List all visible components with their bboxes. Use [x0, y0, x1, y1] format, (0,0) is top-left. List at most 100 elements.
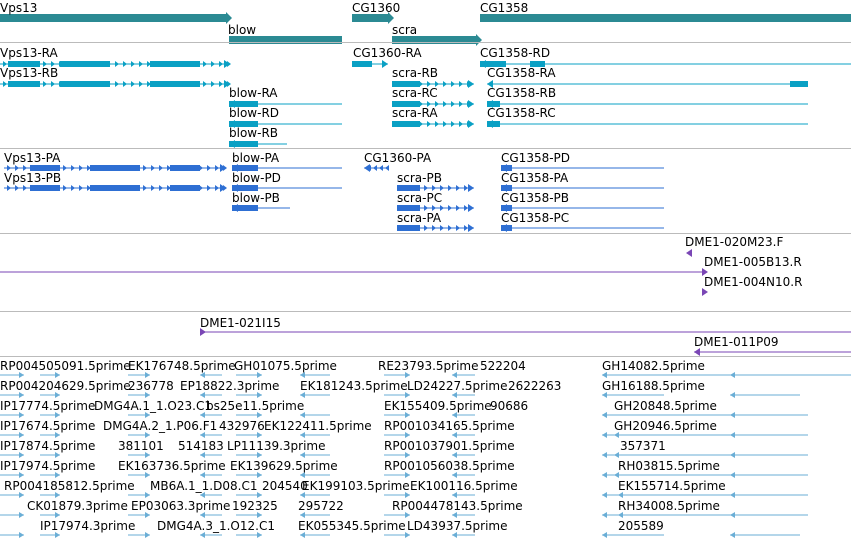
- protein-chevron[interactable]: [175, 165, 179, 171]
- est-arrow[interactable]: [55, 532, 60, 538]
- protein-chevron[interactable]: [143, 165, 147, 171]
- est-arrow[interactable]: [405, 452, 410, 458]
- est-arrow[interactable]: [200, 492, 205, 498]
- transcript-exon[interactable]: [480, 61, 506, 67]
- protein-chevron[interactable]: [416, 225, 420, 231]
- protein-label[interactable]: scra-PA: [397, 211, 442, 225]
- transcript-chevron[interactable]: [35, 61, 39, 67]
- est-label[interactable]: GH14082.5prime: [602, 359, 705, 373]
- transcript-chevron[interactable]: [435, 121, 439, 127]
- protein-chevron[interactable]: [379, 165, 383, 171]
- est-arrow[interactable]: [300, 432, 305, 438]
- protein-chevron[interactable]: [448, 225, 452, 231]
- protein-arrow[interactable]: [501, 224, 507, 232]
- protein-chevron[interactable]: [143, 185, 147, 191]
- protein-chevron[interactable]: [183, 165, 187, 171]
- gene-label-blow[interactable]: blow: [228, 23, 257, 37]
- est-label[interactable]: IP17674.5prime: [0, 419, 96, 433]
- est-arrow[interactable]: [19, 512, 24, 518]
- protein-chevron[interactable]: [31, 165, 35, 171]
- transcript-chevron[interactable]: [163, 81, 167, 87]
- est-arrow[interactable]: [405, 372, 410, 378]
- est-arrow[interactable]: [730, 532, 735, 538]
- protein-chevron[interactable]: [71, 165, 75, 171]
- protein-chevron[interactable]: [191, 165, 195, 171]
- transcript-chevron[interactable]: [19, 81, 23, 87]
- transcript-chevron[interactable]: [403, 101, 407, 107]
- transcript-exon[interactable]: [229, 121, 258, 127]
- transcript-chevron[interactable]: [427, 81, 431, 87]
- est-arrow[interactable]: [602, 472, 607, 478]
- transcript-chevron[interactable]: [147, 61, 151, 67]
- protein-chevron[interactable]: [416, 185, 420, 191]
- protein-chevron[interactable]: [119, 185, 123, 191]
- transcript-chevron[interactable]: [123, 61, 127, 67]
- est-label[interactable]: MB6A.1_1.D08.C1: [150, 479, 258, 493]
- transcript-chevron[interactable]: [107, 81, 111, 87]
- protein-chevron[interactable]: [39, 165, 43, 171]
- transcript-chevron[interactable]: [427, 101, 431, 107]
- protein-arrow[interactable]: [468, 224, 474, 232]
- transcript-chevron[interactable]: [83, 61, 87, 67]
- protein-arrow[interactable]: [232, 184, 238, 192]
- est-arrow[interactable]: [257, 412, 262, 418]
- protein-exon[interactable]: [232, 205, 258, 211]
- transcript-label[interactable]: CG1358-RA: [487, 66, 556, 80]
- est-arrow[interactable]: [602, 512, 607, 518]
- transcript-chevron[interactable]: [3, 61, 7, 67]
- transcript-chevron[interactable]: [211, 61, 215, 67]
- est-label[interactable]: RP004478143.5prime: [392, 499, 523, 513]
- protein-chevron[interactable]: [183, 185, 187, 191]
- protein-chevron[interactable]: [15, 185, 19, 191]
- protein-chevron[interactable]: [95, 185, 99, 191]
- est-arrow[interactable]: [300, 412, 305, 418]
- transcript-label[interactable]: scra-RA: [392, 106, 438, 120]
- transcript-chevron[interactable]: [187, 81, 191, 87]
- transcript-chevron[interactable]: [115, 81, 119, 87]
- protein-chevron[interactable]: [79, 185, 83, 191]
- protein-chevron[interactable]: [464, 225, 468, 231]
- gene-bar[interactable]: [0, 14, 226, 22]
- transcript-arrow[interactable]: [468, 120, 474, 128]
- est-label[interactable]: EK181243.5prime: [300, 379, 408, 393]
- transcript-chevron[interactable]: [187, 61, 191, 67]
- est-label[interactable]: CK01879.3prime: [27, 499, 128, 513]
- protein-arrow[interactable]: [501, 164, 507, 172]
- transcript-chevron[interactable]: [451, 101, 455, 107]
- est-arrow[interactable]: [55, 372, 60, 378]
- protein-exon[interactable]: [30, 165, 60, 171]
- transcript-label[interactable]: CG1360-RA: [353, 46, 422, 60]
- est-label[interactable]: LD24227.5prime: [407, 379, 508, 393]
- est-arrow[interactable]: [200, 432, 205, 438]
- transcript-chevron[interactable]: [435, 101, 439, 107]
- est-label[interactable]: LD43937.5prime: [407, 519, 508, 533]
- est-arrow[interactable]: [452, 512, 457, 518]
- est-arrow[interactable]: [602, 432, 607, 438]
- transcript-chevron[interactable]: [411, 81, 415, 87]
- protein-chevron[interactable]: [432, 225, 436, 231]
- clone-arrow[interactable]: [702, 288, 708, 296]
- est-label[interactable]: EK163736.5prime: [118, 459, 226, 473]
- protein-chevron[interactable]: [440, 205, 444, 211]
- protein-arrow[interactable]: [501, 184, 507, 192]
- protein-exon[interactable]: [30, 185, 60, 191]
- transcript-chevron[interactable]: [35, 81, 39, 87]
- protein-chevron[interactable]: [95, 165, 99, 171]
- protein-chevron[interactable]: [400, 205, 404, 211]
- transcript-arrow[interactable]: [480, 60, 486, 68]
- est-arrow[interactable]: [618, 512, 623, 518]
- transcript-chevron[interactable]: [155, 61, 159, 67]
- est-label[interactable]: RH34008.5prime: [618, 499, 720, 513]
- transcript-chevron[interactable]: [459, 121, 463, 127]
- gene-arrow[interactable]: [226, 12, 232, 24]
- clone-arrow[interactable]: [200, 328, 206, 336]
- protein-arrow[interactable]: [468, 204, 474, 212]
- transcript-chevron[interactable]: [59, 61, 63, 67]
- transcript-exon[interactable]: [530, 61, 545, 67]
- est-label[interactable]: LP11139.3prime: [227, 439, 326, 453]
- est-label[interactable]: RP004185812.5prime: [4, 479, 135, 493]
- est-arrow[interactable]: [145, 412, 150, 418]
- est-arrow[interactable]: [452, 492, 457, 498]
- clone-label[interactable]: DME1-011P09: [694, 335, 779, 349]
- transcript-chevron[interactable]: [51, 61, 55, 67]
